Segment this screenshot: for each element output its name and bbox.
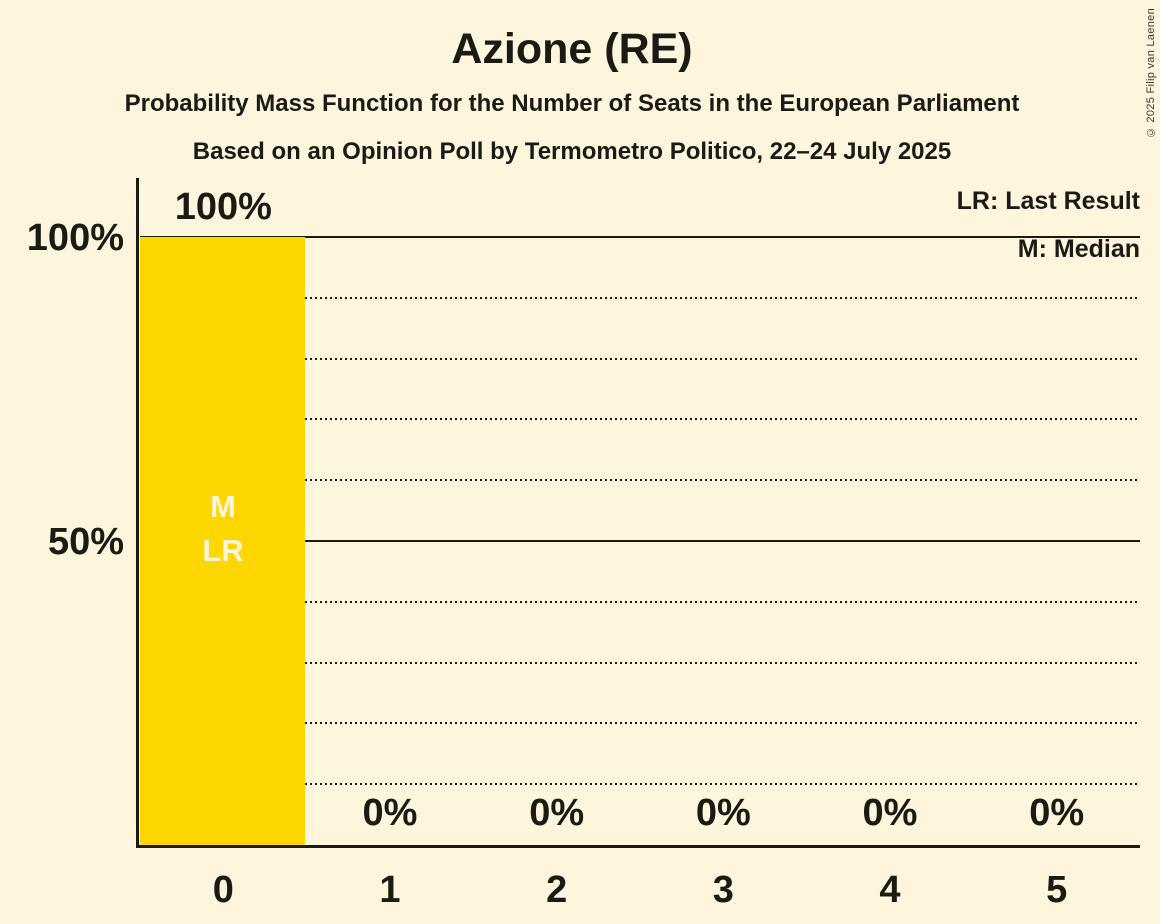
value-label-5: 0%: [1029, 792, 1085, 834]
gridline-20pct: [140, 722, 1140, 725]
y-axis-line: [136, 178, 139, 847]
legend-last-result: LR: Last Result: [956, 187, 1140, 215]
chart-subtitle: Probability Mass Function for the Number…: [124, 90, 1020, 117]
gridline-90pct: [140, 296, 1140, 299]
gridline-60pct: [140, 479, 1140, 482]
gridline-70pct: [140, 418, 1140, 421]
gridline-10pct: [140, 783, 1140, 786]
chart-title: Azione (RE): [451, 25, 693, 73]
gridline-80pct: [140, 357, 1140, 360]
x-tick-label-1: 1: [379, 869, 401, 911]
x-tick-label-2: 2: [546, 869, 568, 911]
median-marker: M: [210, 489, 236, 524]
x-tick-label-0: 0: [212, 869, 234, 911]
value-label-2: 0%: [529, 792, 585, 834]
x-tick-label-4: 4: [879, 869, 901, 911]
y-tick-label-50: 50%: [47, 521, 124, 563]
value-label-3: 0%: [695, 792, 751, 834]
bar-seats-0: [140, 237, 305, 845]
chart-source-subtitle: Based on an Opinion Poll by Termometro P…: [192, 138, 952, 165]
last-result-marker: LR: [202, 533, 244, 568]
value-label-4: 0%: [862, 792, 918, 834]
gridline-50pct: [140, 540, 1140, 542]
y-tick-label-100: 100%: [26, 217, 124, 259]
x-tick-label-5: 5: [1046, 869, 1068, 911]
value-label-0: 100%: [174, 186, 272, 228]
copyright-notice: © 2025 Filip van Laenen: [1145, 8, 1157, 139]
value-label-1: 0%: [362, 792, 418, 834]
gridline-100pct: [140, 236, 1140, 238]
bar-annotation-block: M LR: [140, 485, 306, 573]
gridline-30pct: [140, 661, 1140, 664]
gridline-40pct: [140, 600, 1140, 603]
x-tick-label-3: 3: [712, 869, 734, 911]
legend-median: M: Median: [1017, 235, 1140, 263]
x-axis-line: [136, 845, 1140, 848]
